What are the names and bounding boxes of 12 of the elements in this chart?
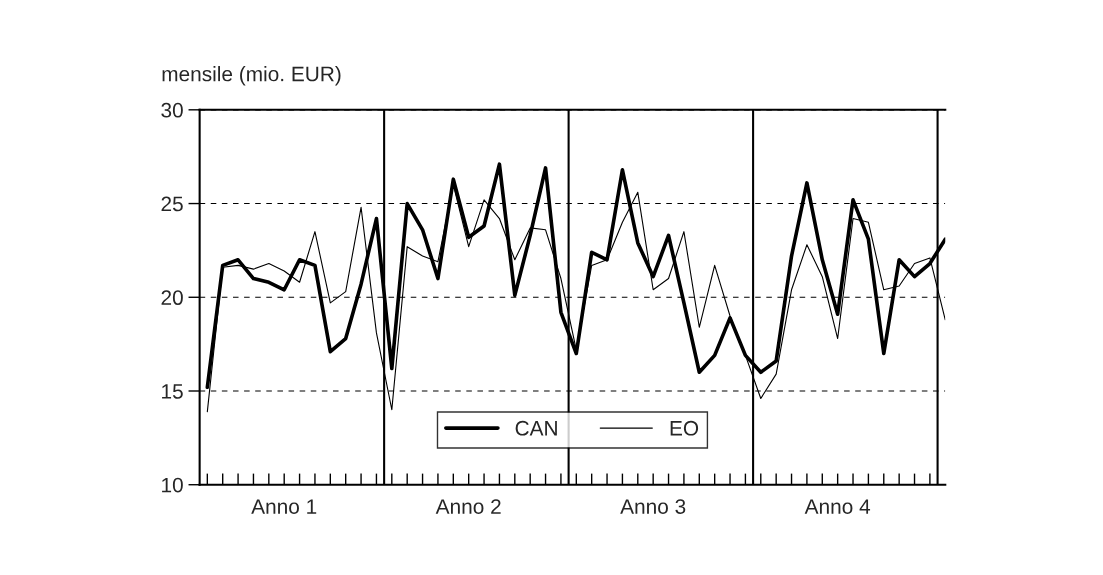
y-tick-label: 10 [162, 477, 183, 493]
x-tick-label: Anno 1 [251, 499, 317, 514]
x-tick-label: Anno 2 [435, 499, 501, 514]
y-axis-title: mensile (mio. EUR) [162, 66, 341, 86]
y-tick-label: 25 [161, 196, 183, 212]
y-tick-label: 30 [161, 102, 183, 118]
legend-label: CAN [515, 420, 557, 436]
x-tick-label: Anno 3 [620, 499, 686, 514]
legend-label: EO [670, 420, 699, 436]
y-tick-label: 15 [162, 384, 183, 399]
x-tick-label: Anno 4 [804, 499, 871, 514]
y-tick-label: 20 [161, 290, 183, 306]
